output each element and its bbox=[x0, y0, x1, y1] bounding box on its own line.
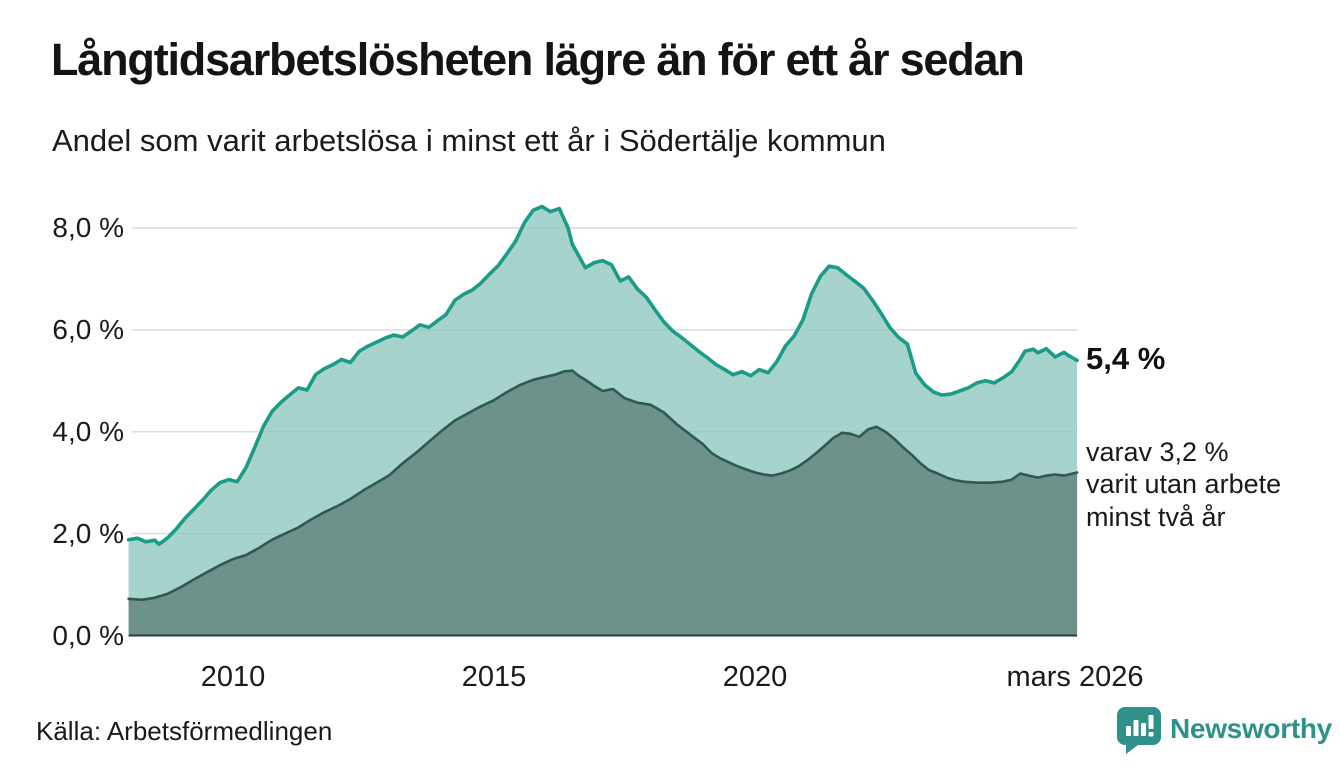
area-fill-2 bbox=[128, 370, 1078, 636]
annotation-line-3: minst två år bbox=[1086, 501, 1226, 532]
y-axis-tick-8: 8,0 % bbox=[52, 212, 124, 243]
x-axis-tick-mars-2026: mars 2026 bbox=[1006, 661, 1144, 693]
y-axis-tick-6: 6,0 % bbox=[52, 314, 124, 345]
newsworthy-logo-icon bbox=[1117, 707, 1161, 754]
x-axis-tick-2015: 2015 bbox=[461, 661, 527, 693]
y-axis-tick-0: 0,0 % bbox=[52, 620, 124, 651]
x-axis-tick-2010: 2010 bbox=[200, 661, 266, 693]
newsworthy-brand-text: Newsworthy bbox=[1170, 713, 1332, 744]
series-line-2 bbox=[127, 369, 1079, 602]
series-end-value-label: 5,4 % bbox=[1086, 341, 1166, 376]
series-line-1 bbox=[126, 204, 1079, 547]
page-title: Långtidsarbetslösheten lägre än för ett … bbox=[51, 34, 1025, 85]
y-axis-tick-4: 4,0 % bbox=[52, 416, 124, 447]
annotation-line-2: varit utan arbete bbox=[1086, 469, 1282, 500]
secondary-series-annotation: varav 3,2 % varit utan arbete minst två … bbox=[1086, 436, 1281, 533]
newsworthy-brand: Newsworthy bbox=[1117, 707, 1332, 755]
source-credit: Källa: Arbetsförmedlingen bbox=[36, 716, 333, 746]
chart-subtitle: Andel som varit arbetslösa i minst ett å… bbox=[52, 123, 886, 158]
y-axis-tick-2: 2,0 % bbox=[52, 518, 124, 549]
x-axis-tick-2020: 2020 bbox=[722, 661, 788, 693]
annotation-line-1: varav 3,2 % bbox=[1086, 437, 1229, 467]
